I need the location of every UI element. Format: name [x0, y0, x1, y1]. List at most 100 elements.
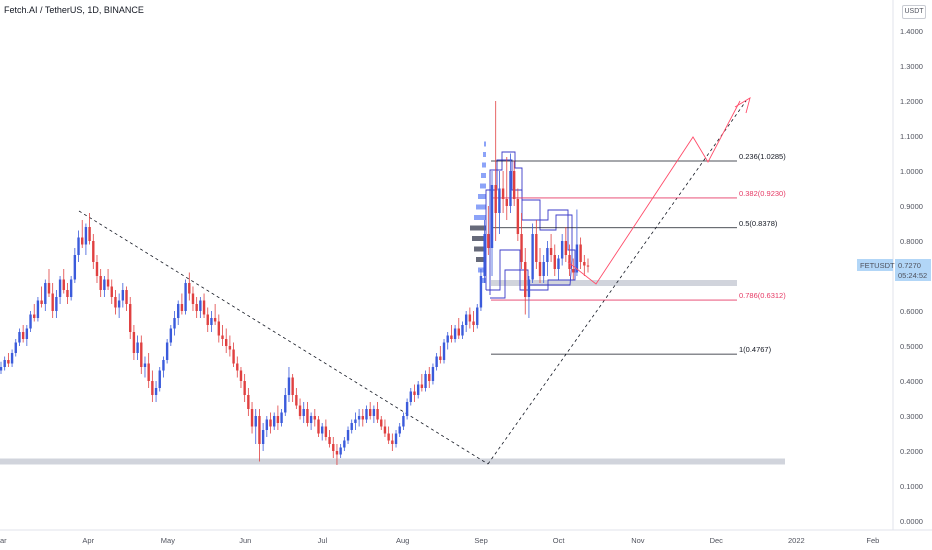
candle	[221, 325, 224, 346]
support-zone-mid	[491, 280, 737, 286]
candle	[368, 402, 372, 420]
currency-button[interactable]: USDT	[902, 5, 926, 19]
candle	[520, 213, 523, 269]
x-tick-label: Apr	[82, 536, 94, 545]
candle	[446, 332, 449, 350]
candle	[472, 311, 475, 332]
y-tick-label: 0.0000	[900, 517, 923, 526]
candle	[354, 412, 357, 430]
x-tick-label: 2022	[788, 536, 805, 545]
candle	[376, 402, 379, 423]
profile-bar	[476, 204, 486, 210]
candle	[568, 244, 571, 276]
candle	[188, 272, 191, 301]
candle	[295, 388, 298, 409]
candle	[457, 318, 460, 339]
candle	[151, 370, 154, 402]
y-tick-label: 1.3000	[900, 62, 923, 71]
candle	[51, 283, 54, 318]
candle	[21, 325, 25, 343]
last-price-tag: FETUSDT 0.7270 05:24:52	[857, 259, 931, 281]
candle	[498, 171, 501, 234]
candle	[391, 433, 394, 451]
profile-bar	[478, 267, 486, 273]
candle	[424, 370, 427, 392]
candle	[132, 325, 136, 360]
candle	[313, 409, 317, 427]
candle	[269, 412, 272, 434]
candle	[40, 286, 43, 308]
candle	[254, 409, 257, 444]
candle	[505, 157, 508, 220]
candle	[402, 412, 405, 430]
candle	[191, 286, 195, 311]
candle	[557, 255, 560, 280]
candle	[343, 437, 346, 451]
y-tick-label: 1.2000	[900, 97, 923, 106]
candle	[435, 353, 438, 371]
candle	[261, 423, 265, 451]
projection-path	[567, 100, 741, 285]
x-tick-label: Dec	[710, 536, 724, 545]
profile-bar	[474, 215, 486, 220]
last-price-label: 0.7270	[898, 261, 921, 270]
candle	[199, 297, 202, 318]
candle	[509, 153, 512, 213]
candle	[328, 430, 331, 448]
candle	[0, 361, 3, 374]
candle	[339, 444, 342, 458]
candle	[232, 342, 235, 367]
candle	[542, 255, 545, 283]
candle	[324, 419, 328, 441]
candle	[309, 412, 313, 430]
candle	[287, 367, 291, 402]
profile-bar	[478, 194, 486, 199]
candle	[527, 276, 531, 318]
symbol-label: FETUSDT	[860, 261, 895, 270]
fib-label: 0.382(0.9230)	[739, 189, 786, 198]
candle	[272, 412, 276, 430]
y-tick-label: 0.3000	[900, 412, 923, 421]
candle	[95, 255, 99, 283]
candle	[483, 220, 486, 283]
y-tick-label: 1.4000	[900, 27, 923, 36]
fib-level: 0.786(0.6312)	[491, 291, 786, 301]
x-tick-label: Nov	[631, 536, 645, 545]
candle	[291, 374, 294, 402]
profile-bar	[470, 225, 486, 231]
candle	[298, 398, 302, 420]
candle	[302, 402, 305, 423]
profile-bar	[480, 183, 486, 189]
candle	[140, 335, 143, 374]
candle	[265, 416, 269, 437]
candle	[136, 335, 139, 360]
candle	[501, 171, 505, 213]
candle	[165, 339, 169, 364]
chart-title: Fetch.AI / TetherUS, 1D, BINANCE	[4, 5, 144, 15]
y-tick-label: 1.1000	[900, 132, 923, 141]
candle	[479, 269, 483, 311]
candle	[461, 321, 464, 339]
candle	[394, 430, 398, 448]
y-tick-label: 0.9000	[900, 202, 923, 211]
candle	[77, 230, 80, 262]
profile-bar	[483, 152, 486, 157]
profile-bar	[481, 173, 486, 178]
candle	[99, 269, 102, 297]
candle	[18, 328, 21, 346]
projection-arrowhead	[734, 97, 751, 114]
candle	[405, 398, 409, 420]
candle	[243, 374, 246, 402]
candle	[535, 220, 538, 269]
candle	[73, 248, 77, 283]
candle	[103, 276, 106, 297]
candle	[372, 405, 376, 423]
candle	[29, 311, 32, 332]
candle	[431, 363, 435, 385]
fib-level: 0.382(0.9230)	[491, 189, 786, 199]
y-tick-label: 0.6000	[900, 307, 923, 316]
candle	[549, 234, 553, 262]
candle	[416, 381, 420, 399]
countdown-label: 05:24:52	[898, 271, 927, 280]
